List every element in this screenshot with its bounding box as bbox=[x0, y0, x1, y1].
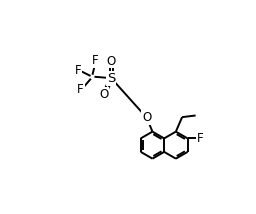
Text: F: F bbox=[75, 64, 81, 77]
Text: O: O bbox=[142, 111, 151, 124]
Text: S: S bbox=[107, 72, 116, 85]
Text: F: F bbox=[77, 83, 84, 96]
Text: F: F bbox=[197, 132, 203, 145]
Text: O: O bbox=[107, 55, 116, 68]
Text: F: F bbox=[92, 54, 99, 67]
Text: O: O bbox=[99, 88, 109, 101]
